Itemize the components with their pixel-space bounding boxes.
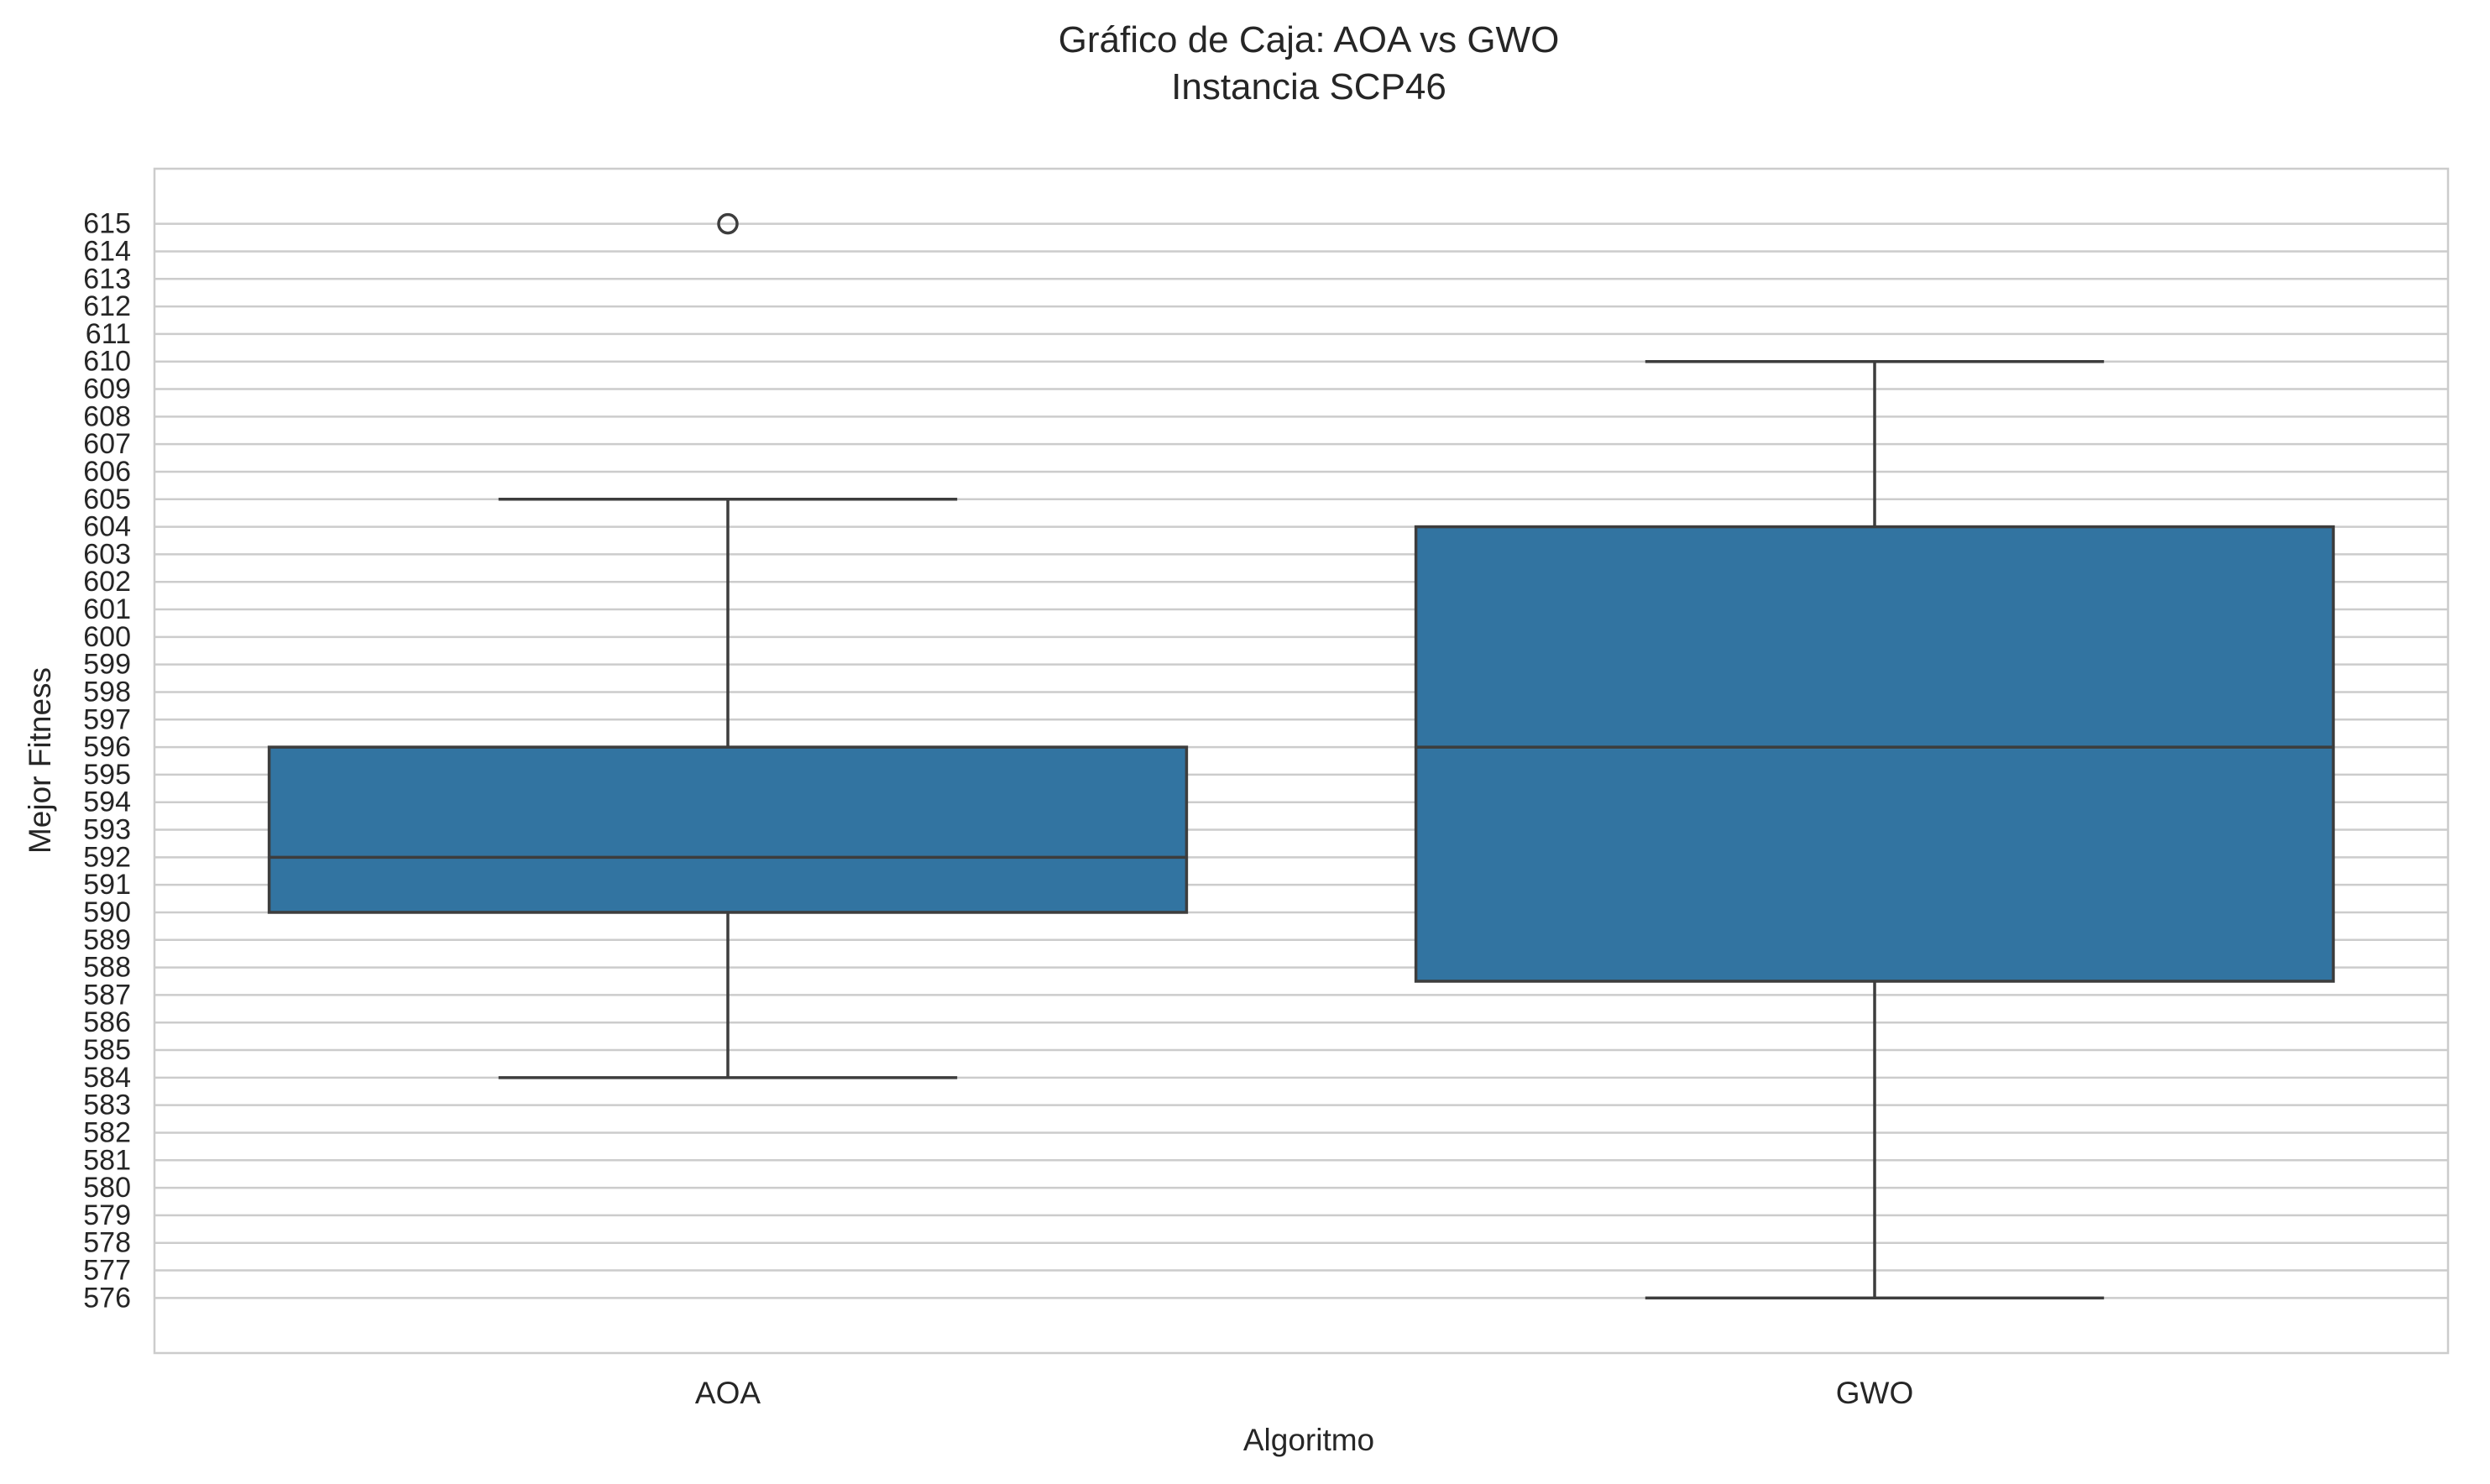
y-tick-label: 595: [83, 759, 131, 791]
y-tick-label: 597: [83, 703, 131, 735]
y-tick-label: 607: [83, 428, 131, 460]
y-axis-label: Mejor Fitness: [23, 667, 57, 854]
y-tick-label: 603: [83, 538, 131, 570]
x-axis-label: Algoritmo: [1243, 1423, 1374, 1457]
y-tick-label: 612: [83, 290, 131, 322]
y-tick-label: 592: [83, 841, 131, 873]
y-tick-label: 610: [83, 346, 131, 378]
y-tick-label: 599: [83, 649, 131, 681]
y-tick-label: 580: [83, 1172, 131, 1204]
y-tick-label: 598: [83, 676, 131, 708]
y-tick-label: 606: [83, 456, 131, 488]
y-tick-label: 583: [83, 1089, 131, 1121]
box-group-gwo: [1414, 359, 2336, 1300]
y-tick-label: 585: [83, 1034, 131, 1066]
y-tick-label: 602: [83, 566, 131, 598]
iqr-box: [1414, 525, 2336, 983]
y-tick-label: 596: [83, 731, 131, 763]
boxes: [267, 212, 2336, 1300]
y-tick-label: 609: [83, 374, 131, 405]
y-tick-label: 589: [83, 924, 131, 956]
y-tick-label: 614: [83, 235, 131, 267]
y-tick-label: 613: [83, 263, 131, 295]
y-tick-label: 579: [83, 1199, 131, 1231]
y-tick-label: 576: [83, 1282, 131, 1314]
y-tick-label: 586: [83, 1006, 131, 1038]
chart-title: Gráfico de Caja: AOA vs GWO: [1059, 19, 1560, 60]
x-tick-label: AOA: [695, 1376, 761, 1410]
y-tick-label: 605: [83, 483, 131, 515]
iqr-box: [267, 745, 1189, 914]
y-tick-label: 604: [83, 511, 131, 543]
y-tick-label: 615: [83, 208, 131, 240]
y-tick-label: 584: [83, 1062, 131, 1094]
y-tick-label: 590: [83, 896, 131, 928]
y-tick-label: 593: [83, 814, 131, 846]
y-tick-label: 608: [83, 400, 131, 432]
y-tick-label: 601: [83, 593, 131, 625]
outlier-point: [717, 212, 739, 235]
x-tick-labels: AOA GWO: [695, 1376, 1913, 1410]
x-tick-label: GWO: [1836, 1376, 1913, 1410]
y-tick-label: 600: [83, 621, 131, 653]
y-tick-label: 588: [83, 952, 131, 984]
y-tick-label: 611: [86, 318, 131, 350]
y-tick-label: 591: [83, 869, 131, 901]
y-tick-label: 578: [83, 1227, 131, 1259]
y-tick-label: 594: [83, 786, 131, 818]
y-tick-labels: 5765775785795805815825835845855865875885…: [83, 208, 131, 1314]
box-group-aoa: [267, 212, 1189, 1079]
chart-subtitle: Instancia SCP46: [1171, 66, 1446, 107]
y-tick-label: 581: [83, 1144, 131, 1176]
y-tick-label: 577: [83, 1255, 131, 1287]
y-tick-label: 582: [83, 1116, 131, 1148]
y-tick-label: 587: [83, 979, 131, 1011]
